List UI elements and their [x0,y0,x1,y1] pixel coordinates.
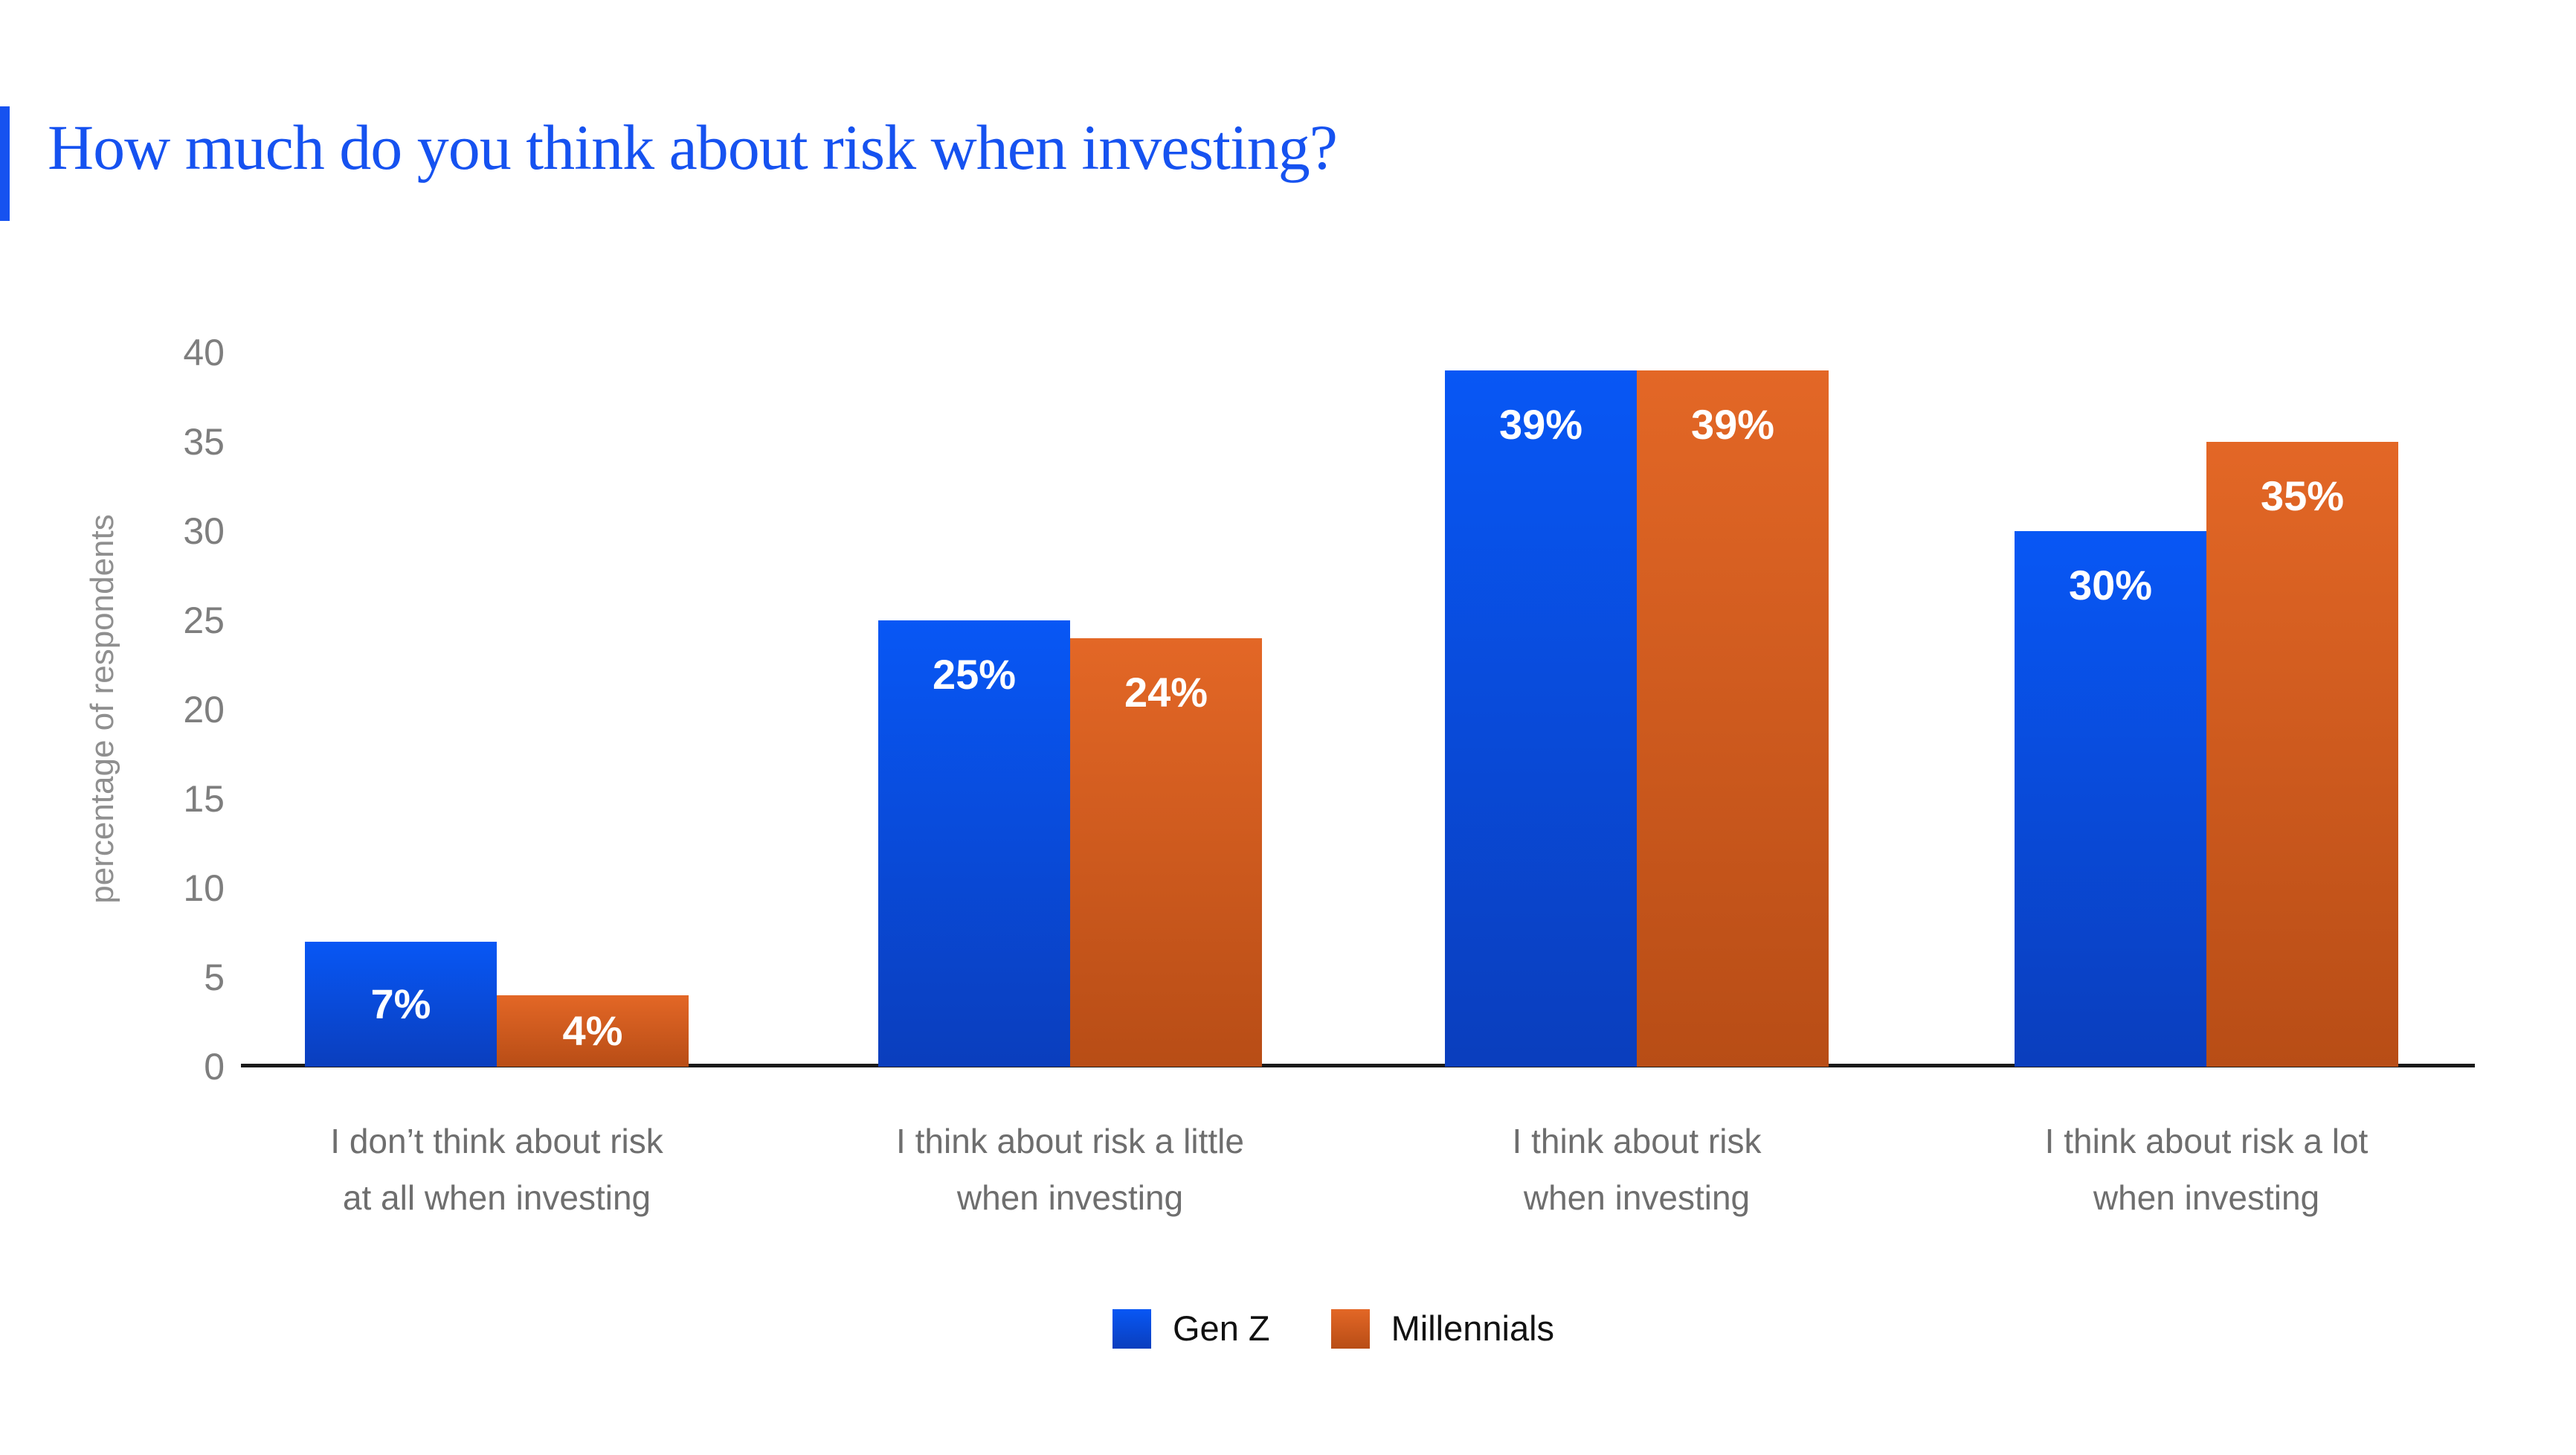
bar-gen-z-1: 25% [878,620,1070,1067]
legend-item-gen-z: Gen Z [1112,1307,1270,1350]
y-tick-label-0: 0 [204,1046,225,1088]
y-tick-label-25: 25 [183,600,225,641]
category-label-0: I don’t think about risk at all when inv… [330,1122,663,1217]
legend-label-gen-z: Gen Z [1173,1308,1270,1348]
y-tick-label-40: 40 [183,332,225,373]
bar-value-label: 4% [562,1007,623,1054]
y-tick-label-20: 20 [183,689,225,730]
bar-millennials-3: 35% [2206,442,2398,1067]
y-tick-label-10: 10 [183,867,225,909]
x-axis-line [241,1064,2475,1067]
legend-label-millennials: Millennials [1391,1308,1555,1348]
bar-gen-z-2: 39% [1445,370,1637,1067]
y-tick-label-30: 30 [183,510,225,552]
bar-millennials-1: 24% [1070,638,1262,1067]
bar-millennials-2: 39% [1637,370,1829,1067]
legend-item-millennials: Millennials [1330,1307,1555,1350]
category-label-3: I think about risk a lot when investing [2044,1122,2369,1217]
legend-swatch-millennials [1330,1308,1370,1349]
title-accent-bar [0,106,10,221]
bar-gen-z-3: 30% [2015,531,2206,1067]
bar-value-label: 30% [2068,562,2153,608]
bar-value-label: 25% [932,651,1017,698]
chart-title: How much do you think about risk when in… [48,112,1338,183]
y-tick-label-15: 15 [183,778,225,820]
y-tick-label-5: 5 [204,957,225,998]
bar-value-label: 39% [1690,401,1775,448]
category-label-2: I think about risk when investing [1512,1122,1762,1217]
bar-value-label: 7% [370,980,431,1027]
bar-value-label: 35% [2260,472,2345,519]
y-tick-label-35: 35 [183,421,225,463]
legend-swatch-gen-z [1112,1308,1151,1349]
bar-millennials-0: 4% [497,995,689,1067]
category-label-1: I think about risk a little when investi… [896,1122,1244,1217]
bar-value-label: 39% [1498,401,1583,448]
bar-gen-z-0: 7% [305,942,497,1067]
bar-value-label: 24% [1124,669,1208,716]
legend: Gen Z Millennials [1112,1307,1554,1350]
